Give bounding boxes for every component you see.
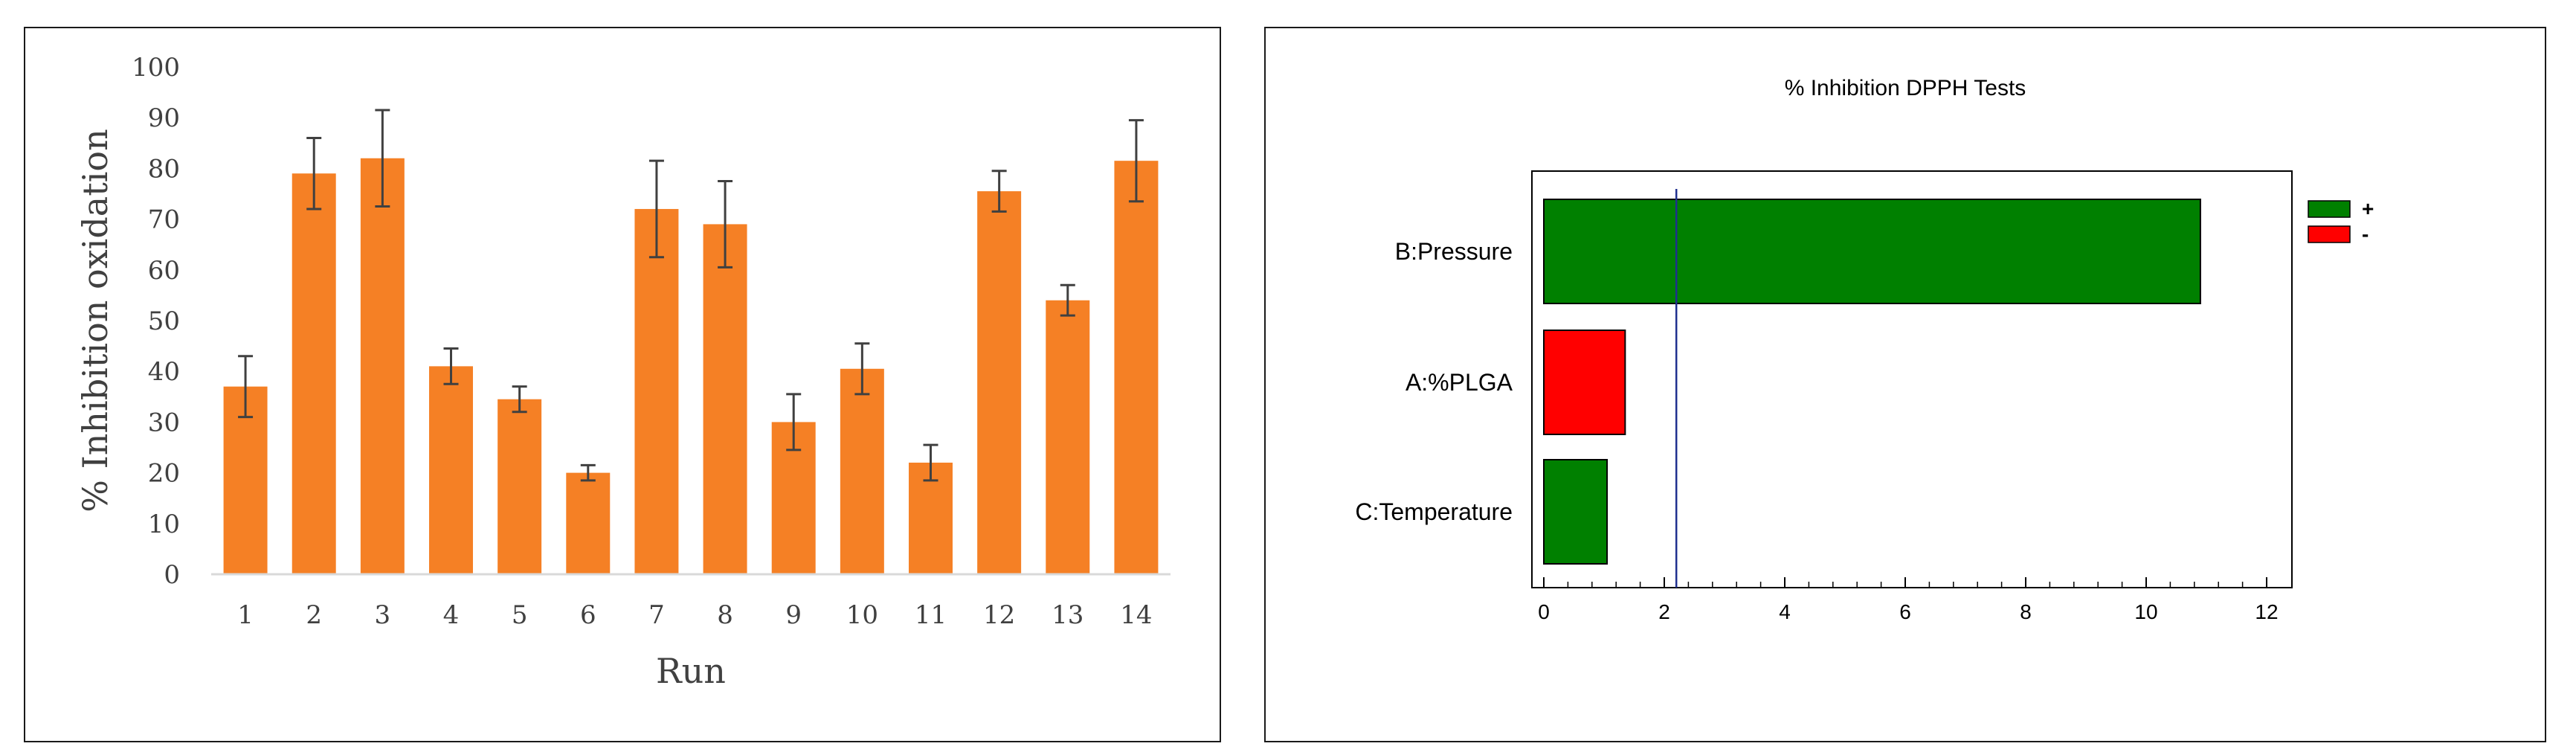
legend-label: + [2362,197,2374,220]
y-tick-label: 40 [148,357,180,387]
y-tick-label: 60 [148,256,180,286]
category-label: B:Pressure [1395,238,1513,265]
x-tick-label: 6 [580,600,596,630]
y-axis-title: % Inhibition oxidation [75,129,115,513]
bar [429,366,473,574]
bar [292,173,336,575]
bar [566,472,611,574]
x-tick-label: 2 [1658,600,1670,623]
x-tick-label: 12 [983,600,1015,630]
x-tick-label: 7 [648,600,665,630]
right-chart-panel: % Inhibition DPPH Tests 0 2 4 6 8 10 12 B:Pressu… [1264,27,2546,742]
x-tick-label: 8 [2020,600,2032,623]
legend-swatch [2308,200,2351,218]
bar [977,191,1022,575]
y-tick-label: 80 [148,154,180,184]
x-tick-label: 1 [237,600,254,630]
x-tick-label: 10 [2134,600,2157,623]
x-tick-label: 10 [846,600,878,630]
x-tick-label: 4 [443,600,460,630]
effect-bar [1543,459,1609,565]
y-tick-label: 70 [148,205,180,235]
x-tick-label: 9 [785,600,802,630]
x-tick-label: 4 [1779,600,1791,623]
effect-bar [1543,199,2201,304]
x-tick-label: 5 [512,600,528,630]
dpph-pareto-chart: % Inhibition DPPH Tests 0 2 4 6 8 10 12 B:Pressu… [1355,76,2374,623]
y-tick-label: 20 [148,459,180,489]
chart-title: % Inhibition DPPH Tests [1785,76,2026,100]
left-chart-panel: 0 10 20 30 40 50 60 70 80 90 100 1 2 3 4 5 6 7 8 9 10 11 12 13 1… [24,27,1221,742]
x-axis-title: Run [656,651,726,691]
y-tick-label: 10 [148,510,180,539]
legend-swatch [2308,225,2351,243]
y-tick-label: 50 [148,306,180,336]
x-tick-label: 2 [306,600,322,630]
legend-label: - [2362,222,2369,245]
effect-bar [1543,330,1626,435]
bar [1046,300,1090,574]
x-tick-label: 0 [1538,600,1550,623]
x-tick-label: 6 [1899,600,1911,623]
bar [1114,161,1159,575]
y-tick-label: 30 [148,408,180,437]
plot-frame [1531,170,2293,588]
x-tick-label: 3 [375,600,391,630]
bar [840,368,884,574]
x-tick-label: 12 [2255,600,2278,623]
x-tick-label: 11 [915,600,947,630]
bar [703,224,747,574]
bar [360,158,405,574]
bar [498,399,542,574]
x-tick-label: 8 [717,600,733,630]
category-label: A:%PLGA [1405,369,1513,396]
category-label: C:Temperature [1355,498,1513,525]
x-tick-label: 14 [1120,600,1152,630]
y-tick-label: 0 [164,560,180,590]
y-tick-label: 100 [132,53,180,83]
bar [634,208,679,574]
y-tick-label: 90 [148,103,180,133]
x-tick-label: 13 [1052,600,1083,630]
